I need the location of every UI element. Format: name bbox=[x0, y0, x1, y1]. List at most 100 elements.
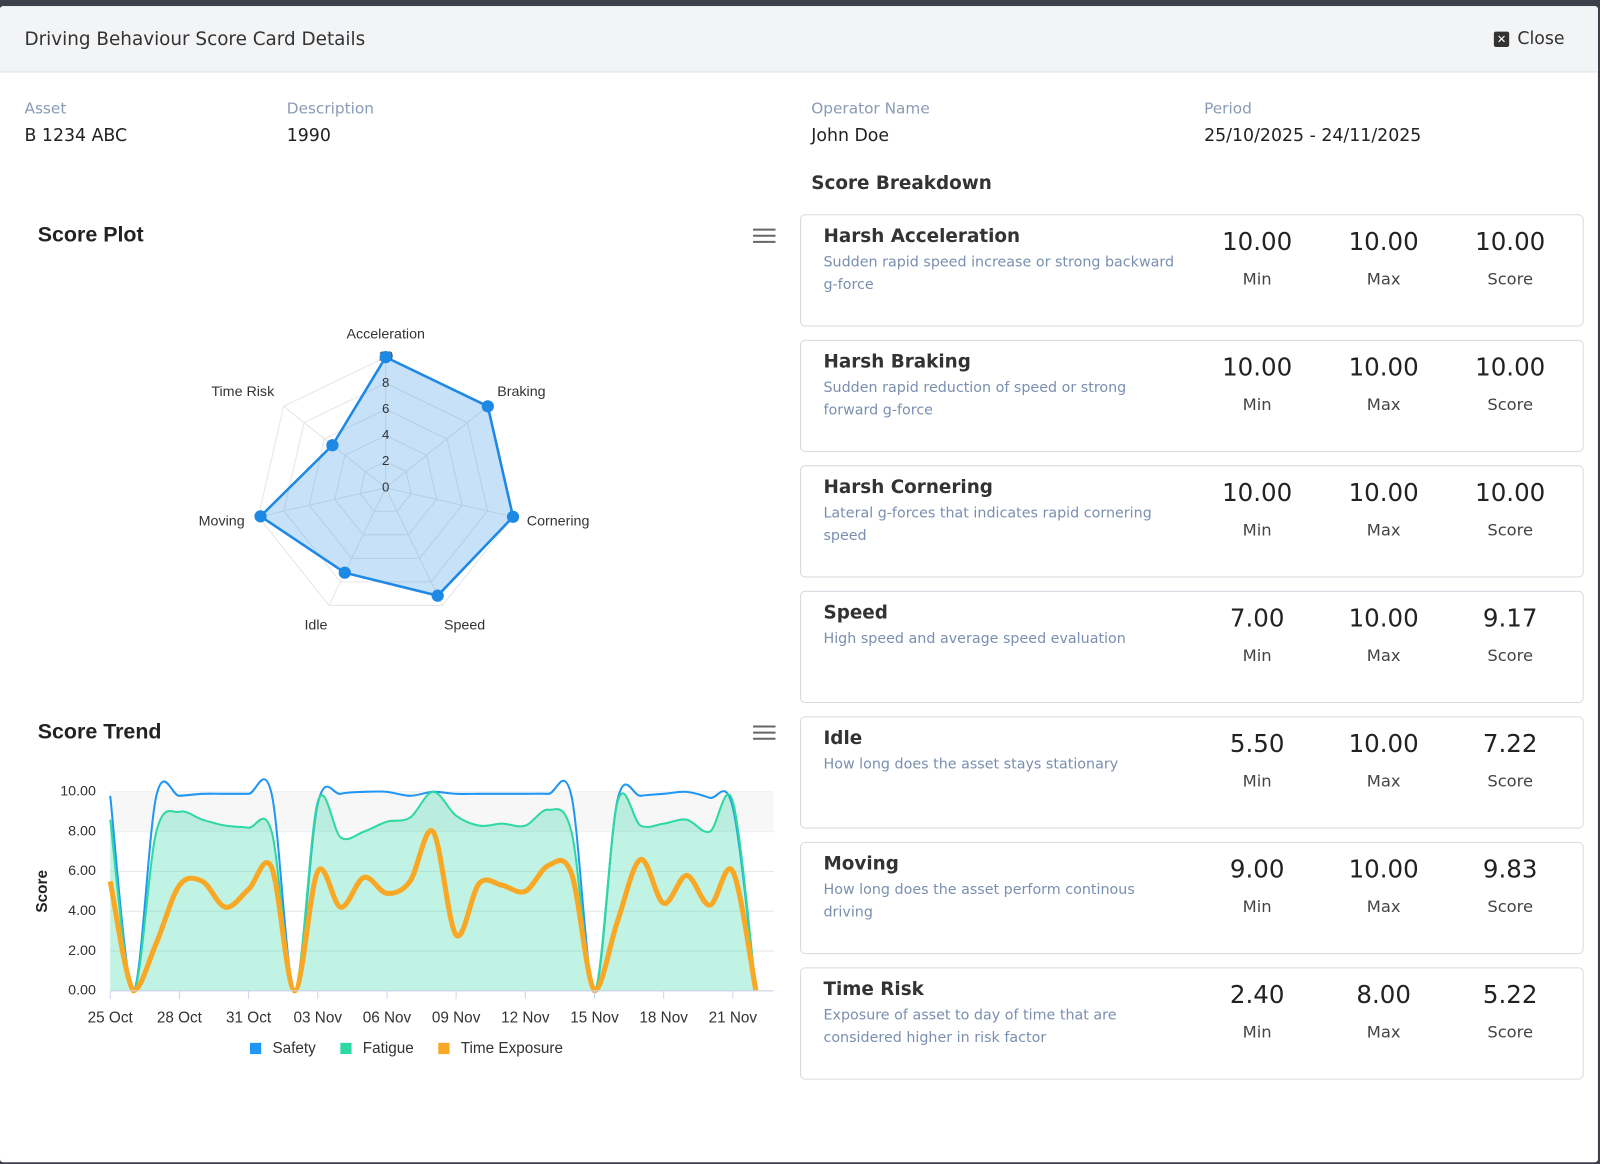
y-tick-label: 6.00 bbox=[68, 863, 96, 879]
item-description: Sudden rapid reduction of speed or stron… bbox=[823, 379, 1127, 419]
radar-point bbox=[379, 351, 392, 364]
item-value: 5.22 bbox=[1482, 980, 1538, 1010]
radar-point bbox=[326, 439, 339, 452]
field-value: 1990 bbox=[286, 125, 331, 146]
item-name: Moving bbox=[823, 853, 899, 875]
close-label: Close bbox=[1517, 28, 1565, 49]
x-tick-label: 18 Nov bbox=[639, 1009, 688, 1026]
field-value: B 1234 ABC bbox=[24, 125, 128, 146]
radial-tick-label: 0 bbox=[382, 479, 389, 494]
x-tick-label: 21 Nov bbox=[709, 1009, 758, 1026]
item-value: 10.00 bbox=[1348, 478, 1419, 508]
field-value: 25/10/2025 - 24/11/2025 bbox=[1204, 125, 1422, 146]
legend-item[interactable]: Time Exposure bbox=[438, 1040, 563, 1057]
item-value: 9.17 bbox=[1482, 604, 1538, 633]
category-label: Acceleration bbox=[346, 326, 425, 342]
item-value: 10.00 bbox=[1222, 227, 1293, 257]
chart-menu[interactable] bbox=[753, 228, 776, 243]
item-name: Harsh Braking bbox=[823, 351, 971, 373]
item-name: Speed bbox=[823, 602, 888, 624]
spoke bbox=[385, 487, 514, 518]
legend-label: Time Exposure bbox=[461, 1040, 563, 1057]
item-value: 2.40 bbox=[1229, 980, 1285, 1010]
item-value-label: Max bbox=[1366, 645, 1401, 666]
series-line bbox=[107, 828, 759, 994]
legend-item[interactable]: Fatigue bbox=[340, 1040, 414, 1057]
score-card: Time Risk Exposure of asset to day of tim… bbox=[799, 967, 1584, 1080]
item-value-label: Max bbox=[1366, 771, 1401, 791]
item-value-label: Score bbox=[1487, 896, 1534, 917]
radar-point bbox=[481, 400, 494, 413]
score-card: Idle How long does the asset stays statio… bbox=[799, 716, 1584, 829]
spoke bbox=[328, 487, 387, 606]
x-tick-label: 09 Nov bbox=[432, 1009, 481, 1026]
radar-point bbox=[506, 510, 520, 523]
item-value: 10.00 bbox=[1348, 227, 1419, 257]
close-icon: ✕ bbox=[1493, 31, 1510, 47]
x-tick-label: 03 Nov bbox=[294, 1009, 343, 1026]
item-description: How long does the asset stays stationary bbox=[823, 756, 1119, 773]
chart-menu[interactable] bbox=[753, 725, 776, 740]
legend-label: Fatigue bbox=[363, 1040, 414, 1057]
radial-tick-label: 6 bbox=[382, 401, 389, 416]
score-card: Harsh Acceleration Sudden rapid speed inc… bbox=[799, 214, 1584, 327]
category-label: Braking bbox=[497, 384, 545, 400]
y-tick-label: 10.00 bbox=[60, 784, 96, 800]
item-value-label: Score bbox=[1487, 1022, 1534, 1042]
y-tick-label: 2.00 bbox=[68, 943, 96, 959]
item-value: 5.50 bbox=[1229, 729, 1285, 759]
legend-swatch bbox=[249, 1042, 262, 1055]
item-name: Time Risk bbox=[823, 978, 924, 1000]
x-tick-label: 15 Nov bbox=[570, 1009, 619, 1026]
radial-tick-label: 4 bbox=[382, 427, 389, 442]
score-card: Harsh Cornering Lateral g-forces that ind… bbox=[799, 465, 1584, 578]
item-value-label: Min bbox=[1242, 394, 1272, 415]
spoke bbox=[385, 487, 443, 606]
item-value-label: Max bbox=[1366, 394, 1401, 415]
category-label: Idle bbox=[304, 617, 327, 633]
item-value-label: Score bbox=[1487, 771, 1534, 791]
item-value: 8.00 bbox=[1356, 980, 1411, 1010]
x-tick-label: 31 Oct bbox=[226, 1009, 272, 1026]
legend-item[interactable]: Safety bbox=[249, 1040, 316, 1057]
category-label: Cornering bbox=[527, 514, 590, 530]
item-value: 9.83 bbox=[1482, 855, 1538, 884]
grid-ring bbox=[308, 408, 463, 559]
legend-swatch bbox=[438, 1042, 450, 1055]
field-value: John Doe bbox=[811, 125, 890, 146]
item-value-label: Score bbox=[1487, 520, 1534, 540]
item-value: 10.00 bbox=[1348, 855, 1419, 884]
item-value-label: Score bbox=[1487, 269, 1534, 289]
series-line bbox=[109, 790, 757, 992]
score-card: Harsh Braking Sudden rapid reduction of s… bbox=[799, 339, 1584, 453]
item-value: 10.00 bbox=[1475, 227, 1546, 257]
item-name: Harsh Acceleration bbox=[823, 225, 1021, 247]
item-value-label: Min bbox=[1242, 896, 1272, 917]
spoke bbox=[258, 487, 386, 518]
item-value-label: Min bbox=[1242, 771, 1272, 791]
item-value-label: Score bbox=[1487, 645, 1534, 666]
item-description: Exposure of asset to day of time that ar… bbox=[823, 1007, 1117, 1046]
close-button[interactable]: ✕ Close bbox=[1493, 28, 1565, 49]
radar-area bbox=[258, 355, 515, 598]
radial-tick-label: 2 bbox=[382, 453, 389, 468]
x-tick-label: 28 Oct bbox=[157, 1009, 203, 1026]
item-value-label: Min bbox=[1242, 1022, 1272, 1042]
grid-ring bbox=[359, 461, 412, 512]
modal-title: Driving Behaviour Score Card Details bbox=[24, 28, 366, 50]
y-tick-label: 0.00 bbox=[68, 983, 96, 999]
score-card: Moving How long does the asset perform co… bbox=[799, 841, 1584, 955]
item-value: 7.00 bbox=[1229, 604, 1285, 633]
x-tick-label: 06 Nov bbox=[363, 1009, 412, 1026]
field-label: Asset bbox=[24, 98, 67, 118]
category-label: Speed bbox=[444, 617, 485, 633]
field-label: Description bbox=[286, 98, 374, 118]
item-value-label: Min bbox=[1242, 645, 1272, 666]
item-name: Idle bbox=[823, 727, 863, 749]
x-tick-label: 12 Nov bbox=[501, 1009, 550, 1026]
legend-label: Safety bbox=[272, 1040, 316, 1057]
item-value-label: Max bbox=[1366, 896, 1401, 917]
radar-point bbox=[431, 589, 444, 602]
item-value-label: Max bbox=[1366, 1022, 1401, 1042]
